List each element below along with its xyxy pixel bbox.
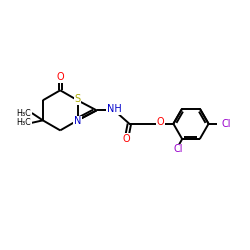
Text: N: N — [74, 116, 81, 126]
Text: Cl: Cl — [221, 119, 231, 129]
Text: O: O — [156, 117, 164, 127]
Text: S: S — [74, 94, 81, 104]
Text: O: O — [123, 134, 130, 144]
Text: Cl: Cl — [173, 144, 182, 154]
Text: H₃C: H₃C — [16, 118, 31, 127]
Text: O: O — [56, 72, 64, 82]
Text: H₃C: H₃C — [16, 108, 31, 118]
Text: NH: NH — [107, 104, 122, 114]
